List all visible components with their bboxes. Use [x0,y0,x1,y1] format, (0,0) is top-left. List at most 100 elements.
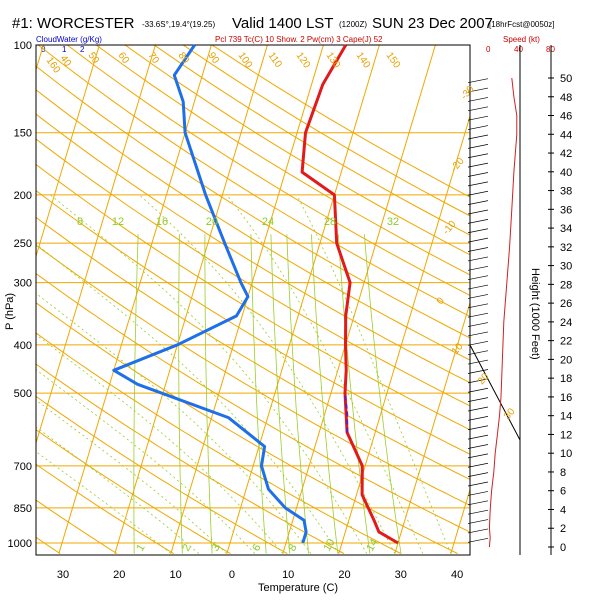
dry-adiabat [36,302,458,555]
pressure-tick-label: 1000 [8,538,32,550]
moist-adiabat [36,451,172,554]
height-axis-label: Height (1000 Feet) [529,268,541,360]
moist-adiabat [296,194,452,554]
height-tick-label: 14 [560,411,572,423]
isotherm-line [36,45,156,445]
height-tick-label: 12 [560,429,572,441]
moist-adiabat [36,292,312,554]
pressure-tick-label: 100 [14,40,32,52]
pressure-tick-label: 250 [14,238,32,250]
height-tick-label: 34 [560,223,572,235]
dry-adiabat [36,272,470,533]
wind-barb [467,378,489,384]
title-utc: (1200Z) [339,20,367,29]
isotherm-line [170,45,324,554]
wind-barb [467,406,489,412]
dry-adiabat [36,463,174,555]
mixing-ratio-low-label: 2 [180,542,193,553]
dry-adiabat [95,45,470,276]
isotherm-label: 0 [435,295,447,307]
dry-adiabat [36,65,470,339]
mixing-ratio-low-label: 3 [209,542,222,553]
wind-barb [467,528,489,534]
title-date: SUN 23 Dec 2007 [372,15,493,32]
wind-barb [467,509,489,515]
isotherm-label: 10 [450,341,466,357]
height-tick-label: 36 [560,204,572,216]
moist-adiabat [50,194,368,554]
data-layer [112,44,399,545]
pressure-tick-label: 850 [14,503,32,515]
temp-tick-label: 20 [338,569,350,581]
wind-barb [467,425,489,431]
wind-barb [467,256,489,262]
cloud-water-label: CloudWater (g/Kg) [36,35,102,44]
title-valid: Valid 1400 LST [232,15,333,32]
mixing-ratio-label: 24 [262,216,274,228]
wind-barb [467,162,489,168]
mixing-ratio-low-label: 6 [250,542,263,553]
wind-barb [467,106,489,112]
wind-barb [467,481,489,487]
height-tick-label: 10 [560,448,572,460]
height-tick-label: 20 [560,354,572,366]
wind-barb [467,78,489,84]
title-forecast: [18hrFcst@0050z] [489,20,554,29]
wind-barb [467,294,489,299]
wind-barb [467,190,489,196]
dry-adiabat [36,189,470,455]
wind-panel: 0246810121416182022242628303234363840424… [467,45,572,555]
height-tick-label: 26 [560,298,572,310]
mixing-ratio-low-label: 14 [364,537,381,554]
wind-barb [467,331,489,337]
dry-adiabat [124,45,470,256]
wind-barb [467,97,489,102]
dry-adiabat-label: 150 [384,50,403,70]
isotherm-label: -20 [449,155,467,173]
temp-tick-label: 0 [229,569,235,581]
height-tick-label: 46 [560,111,572,123]
dry-adiabat-label: 70 [146,50,162,66]
dry-adiabat [36,363,345,555]
temp-tick-label: 40 [451,569,463,581]
wind-speed-line [488,77,518,548]
cloud-tick-2: 2 [80,45,85,54]
wind-barb [467,312,489,318]
height-tick-label: 22 [560,336,572,348]
temp-tick-label: 10 [169,569,181,581]
speed-tick-40: 40 [514,45,523,54]
wind-barb [467,200,489,205]
height-tick-label: 42 [560,148,572,160]
pressure-tick-label: 700 [14,461,32,473]
dry-adiabat-label: 100 [236,50,255,70]
height-tick-label: 38 [560,186,572,198]
wind-panel-diagonal [469,344,521,441]
wind-barb [467,444,489,449]
wind-barb [467,322,489,327]
temp-tick-label: 20 [113,569,125,581]
mixing-ratio-label: 28 [324,216,336,228]
cloud-tick-1: 1 [62,45,67,54]
pressure-tick-label: 500 [14,388,32,400]
mixing-ratio-label: 8 [77,216,83,228]
wind-barb [467,219,489,224]
temp-tick-label: 10 [282,569,294,581]
isotherm-label: 20 [476,371,492,387]
dry-adiabat-label: 60 [116,50,132,66]
speed-tick-0: 0 [486,45,491,54]
mixing-ratio-label: 32 [387,216,399,228]
dewpoint-line [112,44,308,544]
dry-adiabat-label: 50 [86,50,102,66]
pressure-tick-label: 400 [14,340,32,352]
wind-barb [467,462,489,468]
pressure-tick-label: 200 [14,190,32,202]
isotherm-label: 30 [502,406,518,422]
wind-barb [467,500,489,506]
temp-tick-label: 30 [57,569,69,581]
dry-adiabat [36,138,470,407]
wind-barb [467,209,489,215]
wind-barb [467,303,489,309]
wind-barb [467,125,489,130]
height-tick-label: 44 [560,129,572,141]
